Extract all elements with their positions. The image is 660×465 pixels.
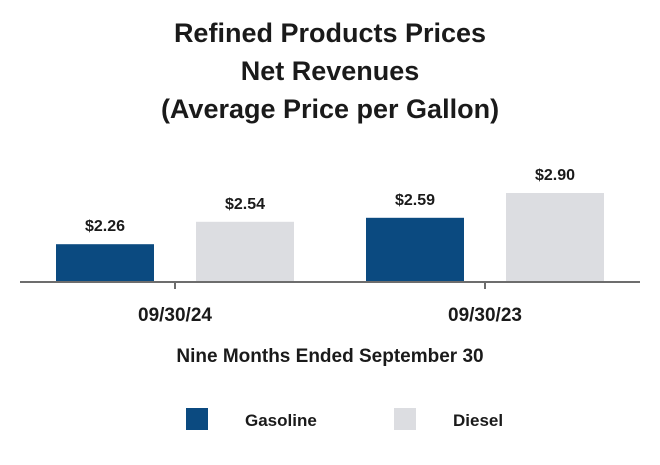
chart-title-line-3: (Average Price per Gallon) <box>161 94 499 124</box>
legend-label-gasoline: Gasoline <box>245 411 317 430</box>
bar-diesel-09-30-23 <box>506 193 604 281</box>
chart-title: Refined Products Prices Net Revenues (Av… <box>161 18 499 124</box>
bar-gasoline-09-30-23 <box>366 217 464 281</box>
legend-swatch-gasoline <box>186 408 208 430</box>
legend-swatch-diesel <box>394 408 416 430</box>
bar-diesel-09-30-24 <box>196 221 294 281</box>
x-axis-title: Nine Months Ended September 30 <box>176 346 483 367</box>
bar-gasoline-09-30-24 <box>56 244 154 281</box>
legend-label-diesel: Diesel <box>453 411 503 430</box>
bars <box>56 193 604 281</box>
chart-title-line-2: Net Revenues <box>241 56 420 86</box>
data-label-diesel-09-30-23: $2.90 <box>535 167 575 184</box>
data-label-gasoline-09-30-23: $2.59 <box>395 192 435 209</box>
x-axis-ticks: 09/30/24 09/30/23 <box>138 281 522 326</box>
data-labels: $2.26 $2.54 $2.59 $2.90 <box>85 167 575 235</box>
legend: Gasoline Diesel <box>186 408 503 430</box>
data-label-diesel-09-30-24: $2.54 <box>225 196 265 213</box>
x-tick-label-09-30-23: 09/30/23 <box>448 305 522 326</box>
x-tick-label-09-30-24: 09/30/24 <box>138 305 212 326</box>
data-label-gasoline-09-30-24: $2.26 <box>85 218 125 235</box>
chart-title-line-1: Refined Products Prices <box>174 18 486 48</box>
